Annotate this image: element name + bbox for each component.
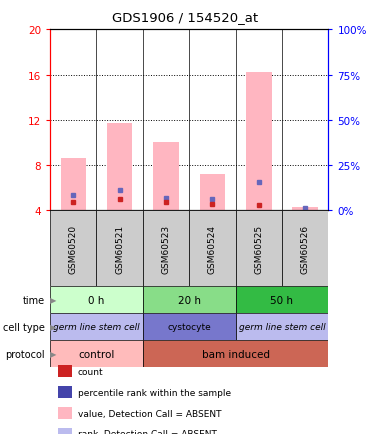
Text: GDS1906 / 154520_at: GDS1906 / 154520_at [112, 11, 259, 24]
Bar [143, 286, 236, 313]
Text: GSM60525: GSM60525 [254, 224, 263, 273]
Text: cystocyte: cystocyte [167, 322, 211, 331]
Bar [153, 143, 179, 210]
Text: rank, Detection Call = ABSENT: rank, Detection Call = ABSENT [78, 430, 217, 434]
Text: ▶: ▶ [50, 322, 57, 331]
Bar [143, 210, 189, 286]
Text: GSM60520: GSM60520 [69, 224, 78, 273]
Text: 0 h: 0 h [88, 295, 105, 305]
Text: ▶: ▶ [50, 349, 57, 358]
Text: control: control [78, 349, 115, 358]
Bar [236, 286, 328, 313]
Text: cell type: cell type [3, 322, 45, 332]
Bar [282, 210, 328, 286]
Text: GSM60521: GSM60521 [115, 224, 124, 273]
Text: GSM60524: GSM60524 [208, 224, 217, 273]
Text: protocol: protocol [5, 349, 45, 358]
Text: value, Detection Call = ABSENT: value, Detection Call = ABSENT [78, 409, 221, 418]
Text: percentile rank within the sample: percentile rank within the sample [78, 388, 231, 397]
Text: time: time [22, 295, 45, 305]
Bar [96, 210, 143, 286]
Text: GSM60523: GSM60523 [161, 224, 171, 273]
Bar [189, 210, 236, 286]
Bar [236, 210, 282, 286]
Bar [50, 340, 143, 367]
Text: GSM60526: GSM60526 [301, 224, 310, 273]
Bar [50, 313, 143, 340]
Bar [246, 73, 272, 210]
Text: germ line stem cell: germ line stem cell [53, 322, 140, 331]
Bar [50, 210, 96, 286]
Bar [143, 340, 328, 367]
Text: 20 h: 20 h [178, 295, 201, 305]
Bar [200, 174, 225, 210]
Text: germ line stem cell: germ line stem cell [239, 322, 325, 331]
Bar [236, 313, 328, 340]
Bar [143, 313, 236, 340]
Bar [292, 207, 318, 210]
Bar [107, 124, 132, 210]
Bar [50, 286, 143, 313]
Text: ▶: ▶ [50, 296, 57, 304]
Text: bam induced: bam induced [201, 349, 270, 358]
Bar [60, 159, 86, 210]
Text: 50 h: 50 h [270, 295, 293, 305]
Text: count: count [78, 367, 104, 376]
